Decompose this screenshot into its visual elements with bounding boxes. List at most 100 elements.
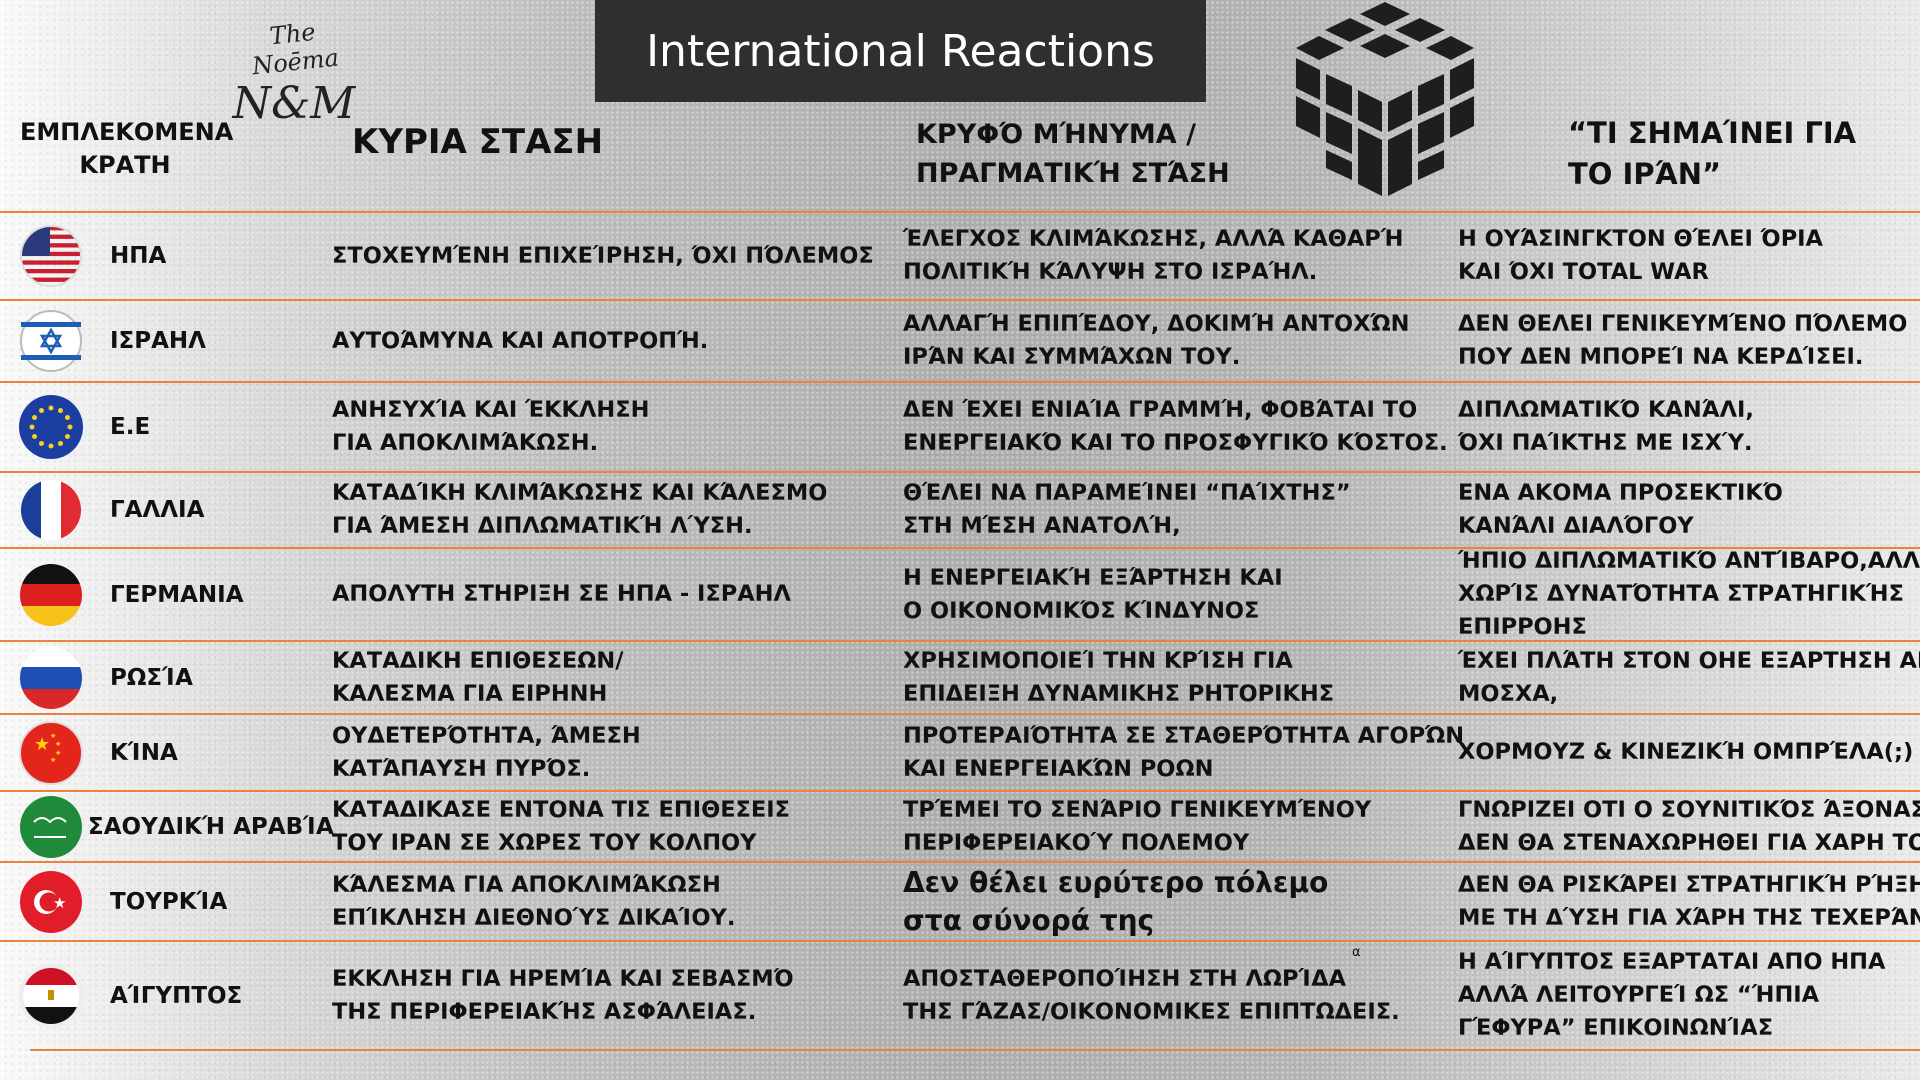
hidden-text-line: Δεν θέλει ευρύτερο πόλεμο [903,865,1329,899]
main-text-line: ΤΗΣ ΠΕΡΙΦΕΡΕΙΑΚΉΣ ΑΣΦΆΛΕΙΑΣ. [332,998,757,1025]
svg-text:★: ★ [53,894,66,912]
main-text-line: ΓΙΑ ΑΠΟΚΛΙΜΆΚΩΣΗ. [332,430,599,456]
main-text-line: ΚΑΤΑΔΙΚΑΣΕ ΕΝΤΟΝΑ ΤΙΣ ΕΠΙΘΕΣΕΙΣ [332,796,791,823]
header-meaning-line2: ΤΟ ΙΡΆΝ” [1568,157,1722,191]
row-divider [0,547,1920,549]
row-divider [0,299,1920,301]
country-name: ΚΊΝΑ [110,739,178,766]
meaning-text-line: ΠΟΥ ΔΕΝ ΜΠΟΡΕΊ ΝΑ ΚΕΡΔΊΣΕΙ. [1458,344,1864,370]
row-divider [30,1049,1920,1051]
stray-note: α [1352,945,1361,960]
country-name: Ε.Ε [110,414,151,440]
hidden-text-line: ΘΈΛΕΙ ΝΑ ΠΑΡΑΜΕΊΝΕΙ “ΠΑΊΧΤΗΣ” [903,480,1351,506]
hidden-cell: ΑΠΟΣΤΑΘΕΡΟΠΟΊΗΣΗ ΣΤΗ ΛΩΡΊΔΑ ΤΗΣ ΓΆΖΑΣ/ΟΙΚ… [903,942,1400,1049]
main-text-line: ΚΆΛΕΣΜΑ ΓΙΑ ΑΠΟΚΛΙΜΆΚΩΣΗ [332,871,721,898]
meaning-text-line: ΑΛΛΆ ΛΕΙΤΟΥΡΓΕΊ ΩΣ “ΉΠΙΑ [1458,982,1820,1008]
main-cell: ΑΠΟΛΥΤΗ ΣΤΗΡΙΞΗ ΣΕ ΗΠΑ - ΙΣΡΑΗΛ [332,549,791,640]
meaning-cell: ΔΕΝ ΘΑ ΡΙΣΚΆΡΕΙ ΣΤΡΑΤΗΓΙΚΉ ΡΉΞΗ ΜΕ ΤΗ ΔΎΣ… [1458,863,1920,940]
meaning-cell: ΈΧΕΙ ΠΛΆΤΗ ΣΤΟΝ ΟΗΕ ΕΞΑΡΤΗΣΗ ΑΠΟ ΜΟΣΧΑ, [1458,642,1920,713]
egypt-flag-icon [19,963,83,1028]
meaning-text-line: ΔΕΝ ΘΑ ΡΙΣΚΆΡΕΙ ΣΤΡΑΤΗΓΙΚΉ ΡΉΞΗ [1458,871,1920,898]
meaning-text-line: ΚΑΙ ΌΧΙ TOTAL WAR [1458,259,1709,285]
hidden-cell: ΑΛΛΑΓΉ ΕΠΙΠΈΔΟΥ, ΔΟΚΙΜΉ ΑΝΤΟΧΏΝ ΙΡΆΝ ΚΑΙ … [903,301,1409,381]
row-divider [0,640,1920,642]
hidden-text-line: ΧΡΗΣΙΜΟΠΟΙΕΊ ΤΗΝ ΚΡΊΣΗ ΓΙΑ [903,647,1293,674]
header-hidden-message: ΚΡΥΦΌ ΜΉΝΥΜΑ / ΠΡΑΓΜΑΤΙΚΉ ΣΤΆΣΗ [916,115,1230,193]
main-cell: ΚΑΤΑΔΊΚΗ ΚΛΙΜΆΚΩΣΗΣ ΚΑΙ ΚΆΛΕΣΜΟ ΓΙΑ ΆΜΕΣΗ… [332,473,827,547]
main-text-line: ΣΤΟΧΕΥΜΈΝΗ ΕΠΙΧΕΊΡΗΣΗ, ΌΧΙ ΠΌΛΕΜΟΣ [332,242,874,269]
hidden-text-line: ΈΛΕΓΧΟΣ ΚΛΙΜΆΚΩΣΗΣ, ΑΛΛΆ ΚΑΘΑΡΉ [903,226,1404,252]
country-name: ΗΠΑ [110,243,167,269]
israel-flag-icon [20,310,82,372]
hidden-cell: ΘΈΛΕΙ ΝΑ ΠΑΡΑΜΕΊΝΕΙ “ΠΑΊΧΤΗΣ” ΣΤΗ ΜΈΣΗ ΑΝ… [903,473,1351,547]
table-row: ★ ★ ★ ★ ★ ΚΊΝΑ ΟΥΔΕΤΕΡΌΤΗΤΑ, ΆΜΕΣΗ ΚΑΤΆΠΑΥΣΗ ΠΥ… [0,715,1920,790]
eu-flag-icon [19,395,83,459]
row-divider [0,790,1920,792]
hidden-text-line: ΚΑΙ ΕΝΕΡΓΕΙΑΚΏΝ ΡΟΩΝ [903,755,1214,782]
table-row: ΓΑΛΛΙΑ ΚΑΤΑΔΊΚΗ ΚΛΙΜΆΚΩΣΗΣ ΚΑΙ ΚΆΛΕΣΜΟ ΓΙΑ… [0,473,1920,547]
header-meaning-for-iran: “ΤΙ ΣΗΜΑΊΝΕΙ ΓΙΑ ΤΟ ΙΡΆΝ” [1568,113,1856,195]
hidden-cell: ΤΡΈΜΕΙ ΤΟ ΣΕΝΆΡΙΟ ΓΕΝΙΚΕΥΜΈΝΟΥ ΠΕΡΙΦΕΡΕΙΑ… [903,792,1371,861]
svg-text:★: ★ [55,749,61,757]
meaning-text-line: ΓΝΩΡΙΖΕΙ ΟΤΙ Ο ΣΟΥΝΙΤΙΚΌΣ ΆΞΟΝΑΣ [1458,796,1920,823]
meaning-text-line: ΈΧΕΙ ΠΛΆΤΗ ΣΤΟΝ ΟΗΕ ΕΞΑΡΤΗΣΗ ΑΠΟ [1458,647,1920,674]
france-flag-icon [21,480,81,540]
main-text-line: ΚΑΛΕΣΜΑ ΓΙΑ ΕΙΡΗΝΗ [332,680,608,707]
hidden-text-line: ΠΡΟΤΕΡΑΙΌΤΗΤΑ ΣΕ ΣΤΑΘΕΡΌΤΗΤΑ ΑΓΟΡΏΝ [903,722,1465,749]
main-text-line: ΓΙΑ ΆΜΕΣΗ ΔΙΠΛΩΜΑΤΙΚΉ ΛΎΣΗ. [332,513,753,539]
hidden-text-line: στα σύνορά της [903,903,1155,937]
main-cell: ΚΆΛΕΣΜΑ ΓΙΑ ΑΠΟΚΛΙΜΆΚΩΣΗ ΕΠΊΚΛΗΣΗ ΔΙΕΘΝΟΎ… [332,863,735,940]
meaning-text-line: ΔΙΠΛΩΜΑΤΙΚΌ ΚΑΝΆΛΙ, [1458,397,1754,423]
table-row: ΓΕΡΜΑΝΙΑ ΑΠΟΛΥΤΗ ΣΤΗΡΙΞΗ ΣΕ ΗΠΑ - ΙΣΡΑΗΛ Η… [0,548,1920,640]
meaning-text-line: ΜΟΣΧΑ, [1458,680,1559,707]
main-text-line: ΑΝΗΣΥΧΊΑ ΚΑΙ ΈΚΚΛΗΣΗ [332,397,650,423]
table-row: Ε.Ε ΑΝΗΣΥΧΊΑ ΚΑΙ ΈΚΚΛΗΣΗ ΓΙΑ ΑΠΟΚΛΙΜΆΚΩΣΗ.… [0,383,1920,471]
hidden-text-line: ΠΕΡΙΦΕΡΕΙΑΚΟΎ ΠΟΛΕΜΟΥ [903,829,1250,856]
country-name: ΙΣΡΑΗΛ [110,328,206,354]
page-title: International Reactions [595,0,1206,102]
header-hidden-line2: ΠΡΑΓΜΑΤΙΚΉ ΣΤΆΣΗ [916,158,1230,189]
header-countries-line1: ΕΜΠΛΕΚΟΜΕΝΑ [20,118,234,146]
row-divider [0,940,1920,942]
turkey-flag-icon: ★ [20,870,82,933]
meaning-text-line: ΌΧΙ ΠΑΊΚΤΗΣ ΜΕ ΙΣΧΎ. [1458,430,1753,456]
main-text-line: ΤΟΥ ΙΡΑΝ ΣΕ ΧΩΡΕΣ ΤΟΥ ΚΟΛΠΟΥ [332,829,757,856]
meaning-text-line: ΉΠΙΟ ΔΙΠΛΩΜΑΤΙΚΌ ΑΝΤΊΒΑΡΟ,ΑΛΛΆ [1458,548,1920,574]
meaning-text-line: ΚΑΝΆΛΙ ΔΙΑΛΌΓΟΥ [1458,513,1694,539]
hidden-cell: ΧΡΗΣΙΜΟΠΟΙΕΊ ΤΗΝ ΚΡΊΣΗ ΓΙΑ ΕΠΙΔΕΙΞΗ ΔΥΝΑΜ… [903,642,1334,713]
meaning-text-line: ΧΩΡΊΣ ΔΥΝΑΤΌΤΗΤΑ ΣΤΡΑΤΗΓΙΚΉΣ [1458,581,1904,607]
meaning-text-line: ΕΝΑ ΑΚΟΜΑ ΠΡΟΣΕΚΤΙΚΌ [1458,480,1783,506]
meaning-text-line: Η ΟΥΆΣΙΝΓΚΤΟΝ ΘΈΛΕΙ ΌΡΙΑ [1458,226,1823,252]
russia-flag-icon [20,646,82,709]
row-divider [0,471,1920,473]
cube-icon [1296,2,1474,196]
main-text-line: ΑΥΤΟΆΜΥΝΑ ΚΑΙ ΑΠΟΤΡΟΠΉ. [332,327,709,354]
hidden-text-line: Ο ΟΙΚΟΝΟΜΙΚΌΣ ΚΊΝΔΥΝΟΣ [903,597,1260,624]
country-name: ΓΕΡΜΑΝΙΑ [110,581,244,608]
hidden-cell: ΔΕΝ ΈΧΕΙ ΕΝΙΑΊΑ ΓΡΑΜΜΉ, ΦΟΒΆΤΑΙ ΤΟ ΕΝΕΡΓΕ… [903,383,1448,471]
meaning-text-line: ΔΕΝ ΘΑ ΣΤΕΝΑΧΩΡΗΘΕΙ ΓΙΑ ΧΑΡΗ ΤΟΥ [1458,829,1920,856]
main-cell: ΟΥΔΕΤΕΡΌΤΗΤΑ, ΆΜΕΣΗ ΚΑΤΆΠΑΥΣΗ ΠΥΡΌΣ. [332,715,641,790]
hidden-cell: Δεν θέλει ευρύτερο πόλεμο στα σύνορά της [903,863,1328,940]
country-name: ΤΟΥΡΚΊΑ [110,888,228,915]
saudi-arabia-flag-icon [20,795,82,858]
hidden-text-line: ΕΝΕΡΓΕΙΑΚΌ ΚΑΙ ΤΟ ΠΡΟΣΦΥΓΙΚΌ ΚΌΣΤΟΣ. [903,430,1448,456]
meaning-cell: Η ΟΥΆΣΙΝΓΚΤΟΝ ΘΈΛΕΙ ΌΡΙΑ ΚΑΙ ΌΧΙ TOTAL WA… [1458,213,1823,299]
main-text-line: ΕΚΚΛΗΣΗ ΓΙΑ ΗΡΕΜΊΑ ΚΑΙ ΣΕΒΑΣΜΌ [332,965,794,992]
main-text-line: ΕΠΊΚΛΗΣΗ ΔΙΕΘΝΟΎΣ ΔΙΚΑΊΟΥ. [332,904,736,931]
table-row: ΙΣΡΑΗΛ ΑΥΤΟΆΜΥΝΑ ΚΑΙ ΑΠΟΤΡΟΠΉ. ΑΛΛΑΓΉ ΕΠΙΠ… [0,301,1920,381]
header-countries: ΕΜΠΛΕΚΟΜΕΝΑ ΚΡΑΤΗ [20,116,234,182]
row-divider [0,861,1920,863]
table-row: ΑΊΓΥΠΤΟΣ ΕΚΚΛΗΣΗ ΓΙΑ ΗΡΕΜΊΑ ΚΑΙ ΣΕΒΑΣΜΌ ΤΗ… [0,942,1920,1049]
table-row: ΗΠΑ ΣΤΟΧΕΥΜΈΝΗ ΕΠΙΧΕΊΡΗΣΗ, ΌΧΙ ΠΌΛΕΜΟΣ ΈΛΕ… [0,213,1920,299]
svg-text:★: ★ [50,756,56,764]
main-cell: ΑΥΤΟΆΜΥΝΑ ΚΑΙ ΑΠΟΤΡΟΠΉ. [332,301,708,381]
meaning-cell: ΕΝΑ ΑΚΟΜΑ ΠΡΟΣΕΚΤΙΚΌ ΚΑΝΆΛΙ ΔΙΑΛΌΓΟΥ [1458,473,1783,547]
hidden-cell: ΠΡΟΤΕΡΑΙΌΤΗΤΑ ΣΕ ΣΤΑΘΕΡΌΤΗΤΑ ΑΓΟΡΏΝ ΚΑΙ Ε… [903,715,1464,790]
hidden-cell: ΈΛΕΓΧΟΣ ΚΛΙΜΆΚΩΣΗΣ, ΑΛΛΆ ΚΑΘΑΡΉ ΠΟΛΙΤΙΚΉ … [903,213,1403,299]
main-text-line: ΟΥΔΕΤΕΡΌΤΗΤΑ, ΆΜΕΣΗ [332,722,641,749]
hidden-text-line: ΤΡΈΜΕΙ ΤΟ ΣΕΝΆΡΙΟ ΓΕΝΙΚΕΥΜΈΝΟΥ [903,796,1372,823]
country-name: ΓΑΛΛΙΑ [110,497,205,523]
hidden-text-line: ΑΛΛΑΓΉ ΕΠΙΠΈΔΟΥ, ΔΟΚΙΜΉ ΑΝΤΟΧΏΝ [903,311,1410,337]
main-cell: ΚΑΤΑΔΙΚΑΣΕ ΕΝΤΟΝΑ ΤΙΣ ΕΠΙΘΕΣΕΙΣ ΤΟΥ ΙΡΑΝ … [332,792,790,861]
